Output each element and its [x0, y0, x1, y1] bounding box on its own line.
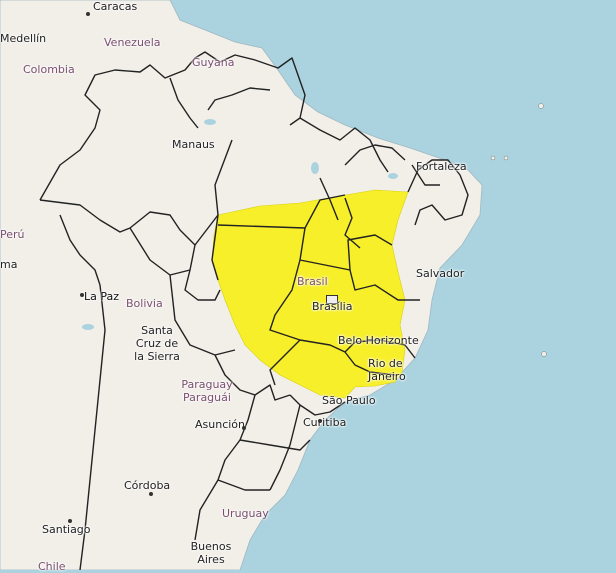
- city-dot: [68, 519, 72, 523]
- city-medellin: Medellín: [0, 32, 47, 45]
- city-buenos-aires: Buenos Aires: [190, 540, 232, 566]
- country-uruguay: Uruguay: [222, 507, 269, 520]
- country-venezuela: Venezuela: [104, 36, 161, 49]
- city-dot: [80, 293, 84, 297]
- country-colombia: Colombia: [23, 63, 75, 76]
- capital-marker: [326, 295, 338, 304]
- city-dot: [242, 426, 246, 430]
- alert-zone[interactable]: [211, 189, 409, 399]
- island: [490, 155, 496, 161]
- island: [541, 351, 547, 357]
- city-curitiba: Curitiba: [303, 416, 347, 429]
- city-sao-paulo: São Paulo: [322, 394, 376, 407]
- country-paraguay: Paraguay Paraguái: [181, 378, 233, 404]
- lake: [82, 324, 94, 330]
- city-dot: [86, 12, 90, 16]
- borders: [39, 51, 469, 570]
- city-belo-horizonte: Belo Horizonte: [338, 334, 419, 347]
- city-dot: [318, 419, 322, 423]
- country-guyana: Guyana: [192, 56, 235, 69]
- city-cordoba: Córdoba: [124, 479, 171, 492]
- city-dot: [149, 492, 153, 496]
- city-asuncion: Asunción: [195, 418, 246, 431]
- city-santiago: Santiago: [42, 523, 91, 536]
- lake: [388, 173, 398, 179]
- island: [538, 103, 544, 109]
- country-peru: Perú: [0, 228, 25, 241]
- city-caracas: Caracas: [93, 0, 138, 13]
- country-chile: Chile: [38, 560, 66, 573]
- label-ma: ma: [0, 258, 18, 271]
- lake: [204, 119, 216, 125]
- country-bolivia: Bolivia: [126, 297, 163, 310]
- country-brasil: Brasil: [297, 275, 328, 288]
- city-rio-de-janeiro: Rio de Janeiro: [368, 357, 406, 383]
- island: [503, 155, 509, 161]
- city-la-paz: La Paz: [84, 290, 120, 303]
- city-salvador: Salvador: [416, 267, 465, 280]
- city-manaus: Manaus: [172, 138, 215, 151]
- city-brasilia: Brasília: [312, 300, 353, 313]
- city-fortaleza: Fortaleza: [416, 160, 467, 173]
- city-santa-cruz: Santa Cruz de la Sierra: [134, 324, 180, 363]
- lake: [311, 162, 319, 174]
